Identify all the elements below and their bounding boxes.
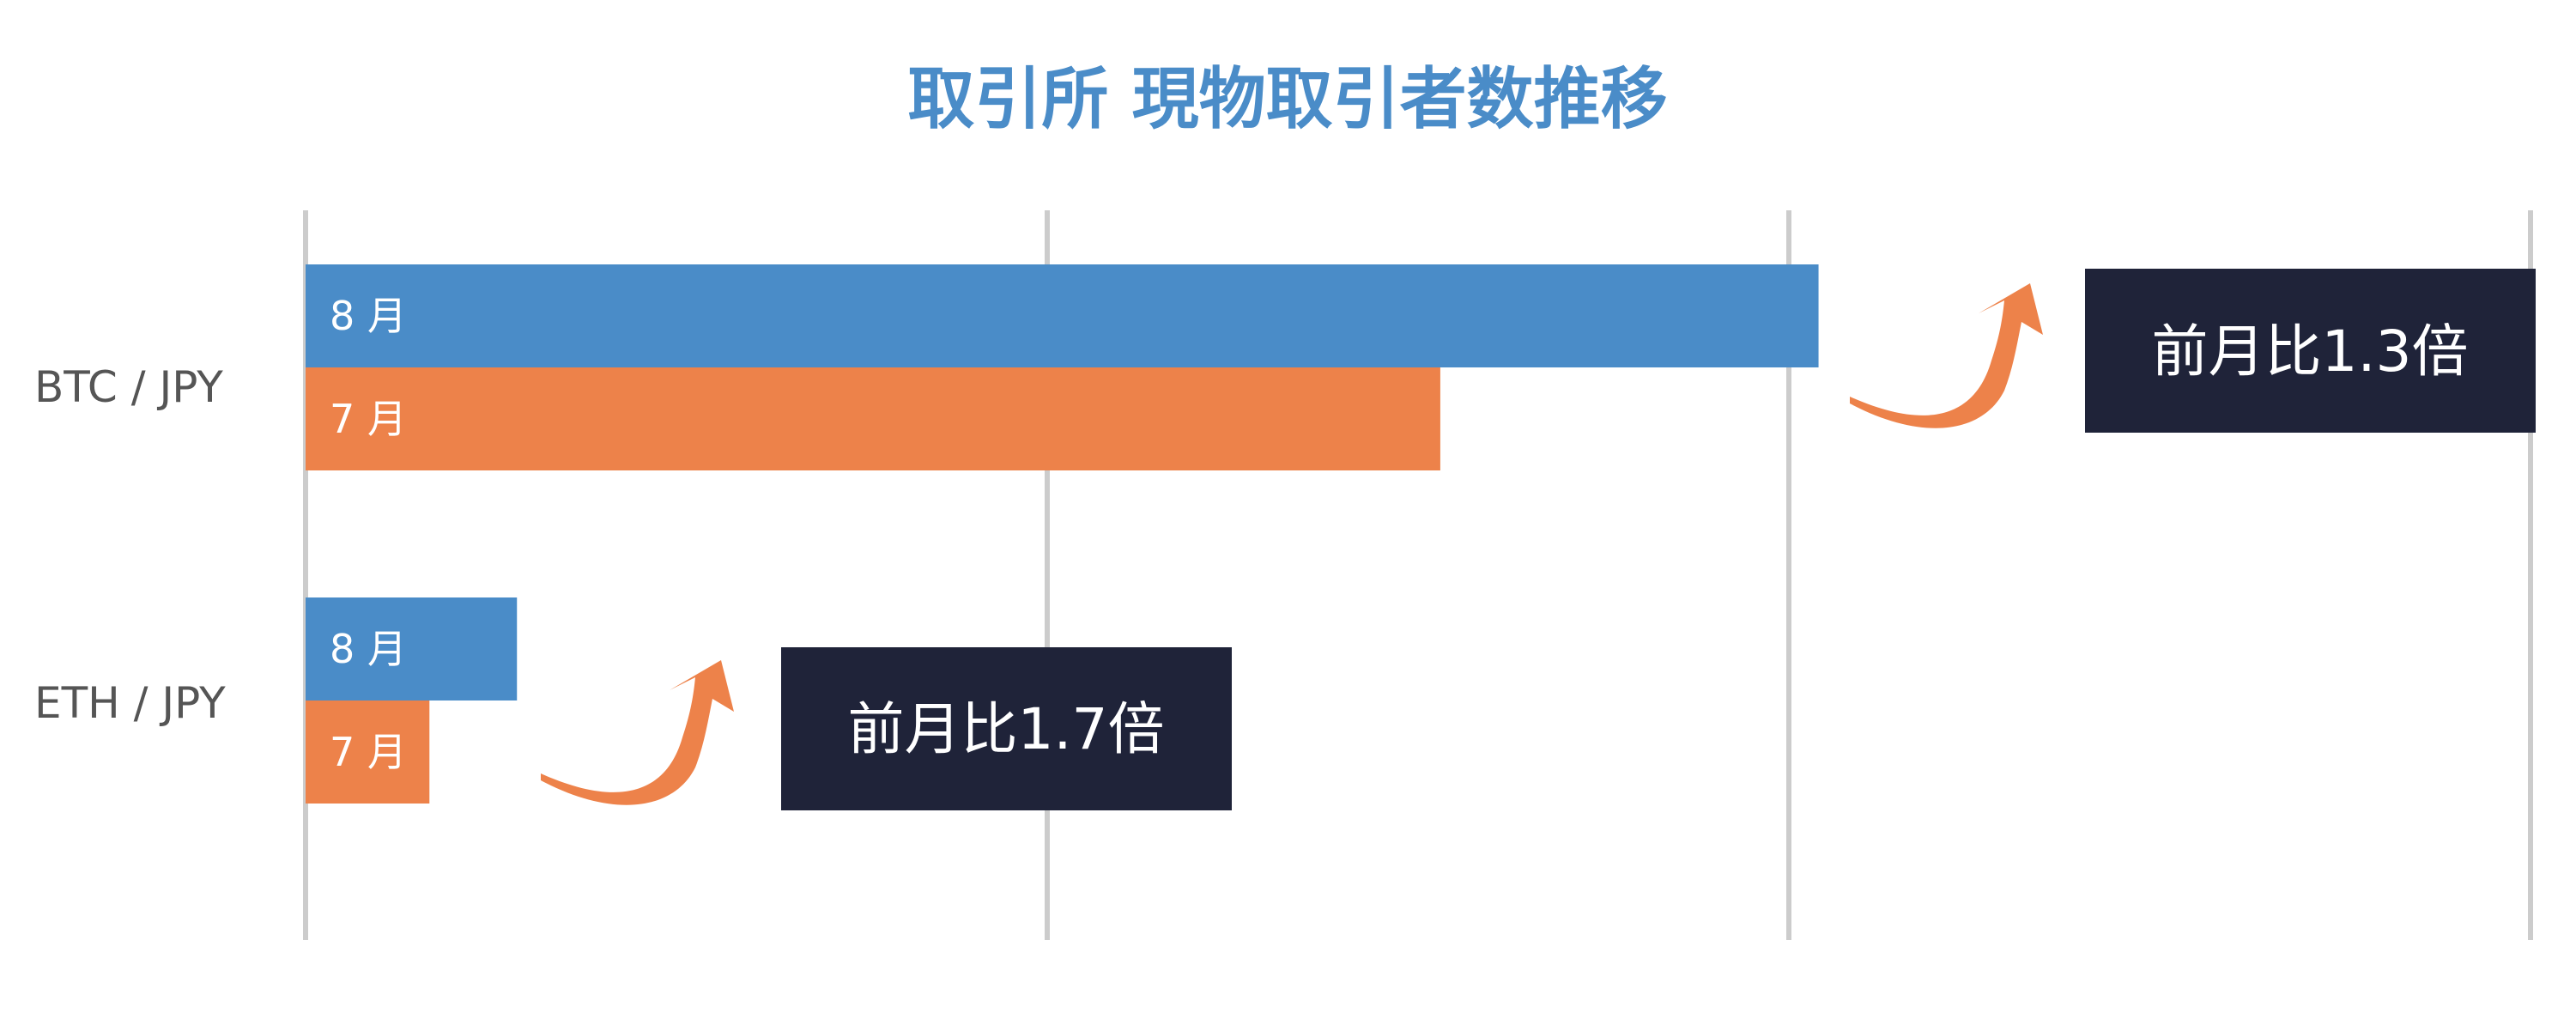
callout-text-eth: 前月比1.7倍 bbox=[848, 696, 1165, 762]
bar-label: 8 月 bbox=[330, 293, 407, 339]
chart-title: 取引所 現物取引者数推移 bbox=[907, 61, 1667, 138]
bar-label: 8 月 bbox=[330, 626, 407, 672]
arrow-up-icon bbox=[1850, 283, 2043, 428]
bar-eth-july bbox=[306, 700, 430, 804]
category-label-eth: ETH / JPY bbox=[34, 678, 226, 728]
bar-btc-august bbox=[306, 264, 1819, 367]
bars: 8 月 7 月 8 月 7 月 bbox=[306, 264, 1819, 804]
bar-eth-august bbox=[306, 597, 518, 700]
callout-box-eth bbox=[781, 647, 1232, 810]
bar-label: 7 月 bbox=[330, 396, 407, 442]
category-label-btc: BTC / JPY bbox=[34, 362, 223, 412]
callout-box-btc bbox=[2085, 269, 2536, 433]
bar-label: 7 月 bbox=[330, 729, 407, 775]
bar-btc-july bbox=[306, 367, 1440, 470]
arrow-up-icon bbox=[541, 660, 734, 805]
callout-text-btc: 前月比1.3倍 bbox=[2152, 318, 2469, 385]
